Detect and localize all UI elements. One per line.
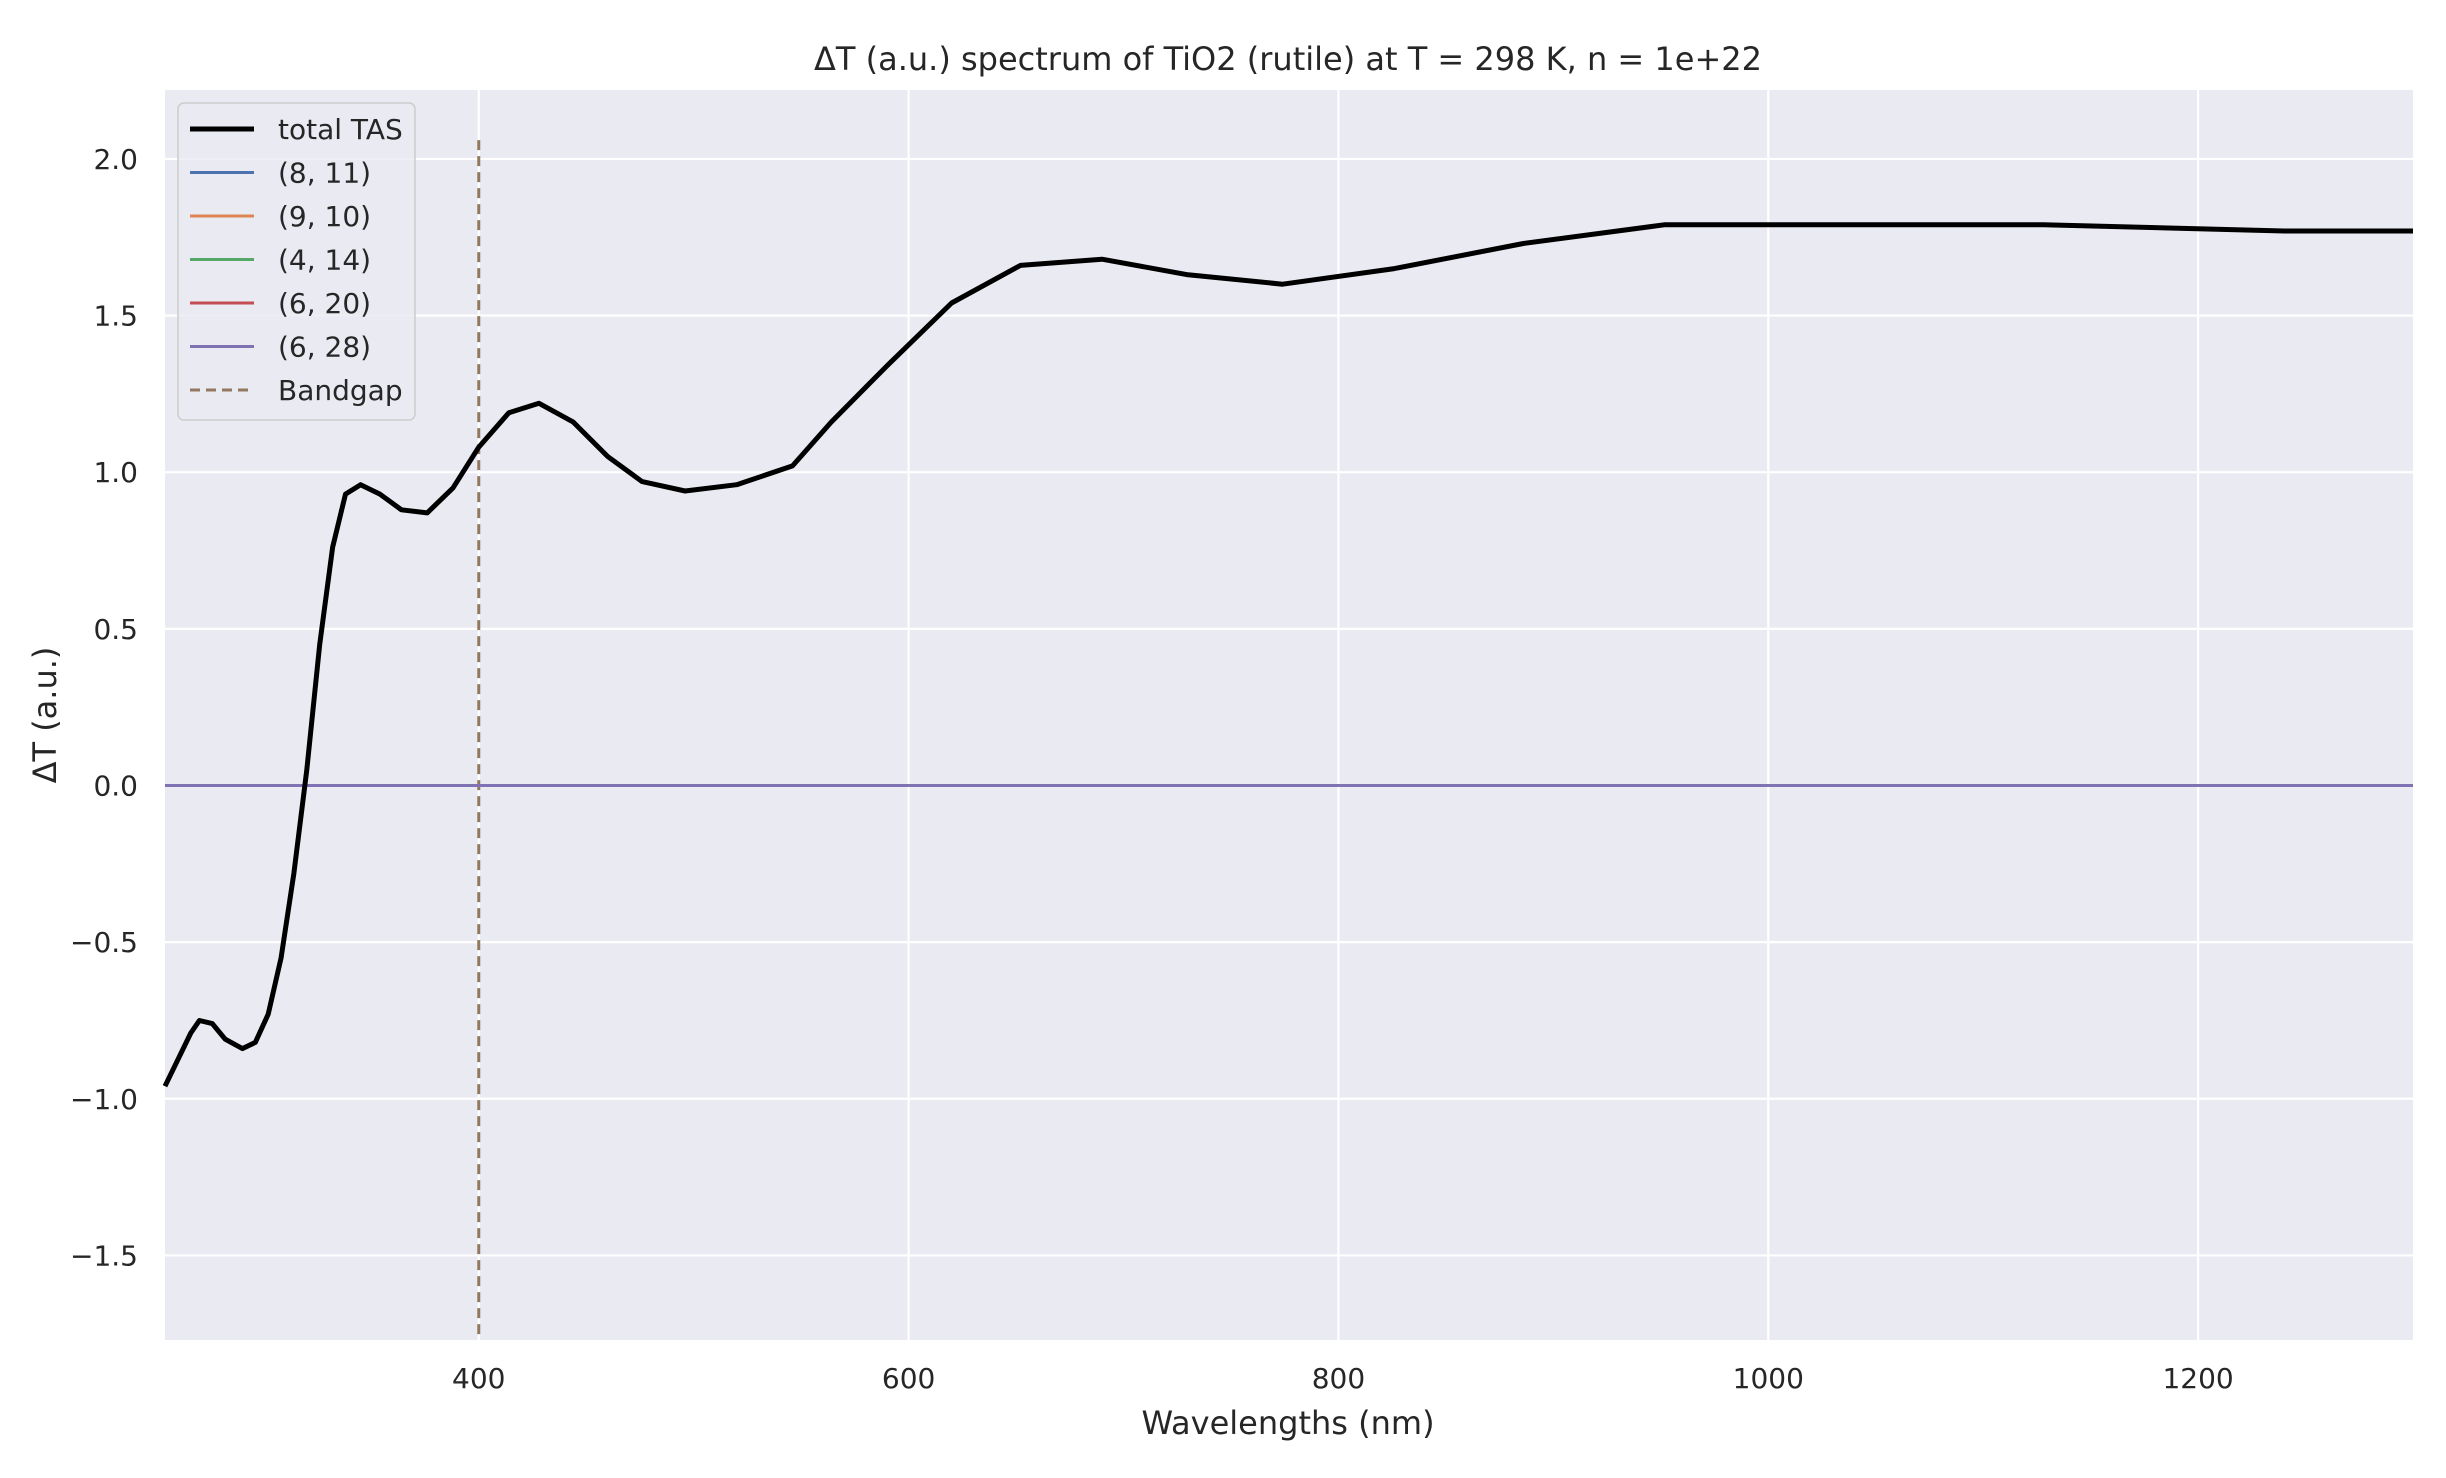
chart-title: ΔT (a.u.) spectrum of TiO2 (rutile) at T… [814,40,1762,78]
plot-area [165,90,2413,1340]
legend-label: (6, 28) [278,331,371,364]
legend-label: (4, 14) [278,244,371,277]
legend-label: (8, 11) [278,157,371,190]
legend-label: Bandgap [278,374,403,407]
legend-box [177,102,416,421]
y-axis-label: ΔT (a.u.) [26,647,64,784]
legend-label: (6, 20) [278,287,371,320]
x-tick-label: 600 [882,1362,935,1395]
legend: total TAS (8, 11) (9, 10) (4, 14) (6, 20) (6,… [177,102,416,421]
y-tick-label: 2.0 [93,143,138,176]
legend-label: total TAS [278,113,403,146]
series-group [162,222,2413,1088]
y-tick-label: 0.5 [93,613,138,646]
x-tick-label: 1200 [2162,1362,2233,1395]
y-tick-label: 1.0 [93,456,138,489]
x-tick-label: 400 [452,1362,505,1395]
y-tick-label: −0.5 [70,926,138,959]
y-tick-labels: −1.5 −1.0 −0.5 0.0 0.5 1.0 1.5 2.0 [70,143,138,1272]
x-tick-label: 1000 [1733,1362,1804,1395]
y-tick-label: −1.5 [70,1239,138,1272]
y-tick-label: 0.0 [93,769,138,802]
series-line-total-tas [162,222,2413,1088]
legend-label: (9, 10) [278,200,371,233]
y-tick-label: 1.5 [93,300,138,333]
x-axis-label: Wavelengths (nm) [1141,1404,1434,1442]
x-tick-label: 800 [1312,1362,1365,1395]
x-tick-labels: 400 600 800 1000 1200 [452,1362,2234,1395]
y-tick-label: −1.0 [70,1083,138,1116]
